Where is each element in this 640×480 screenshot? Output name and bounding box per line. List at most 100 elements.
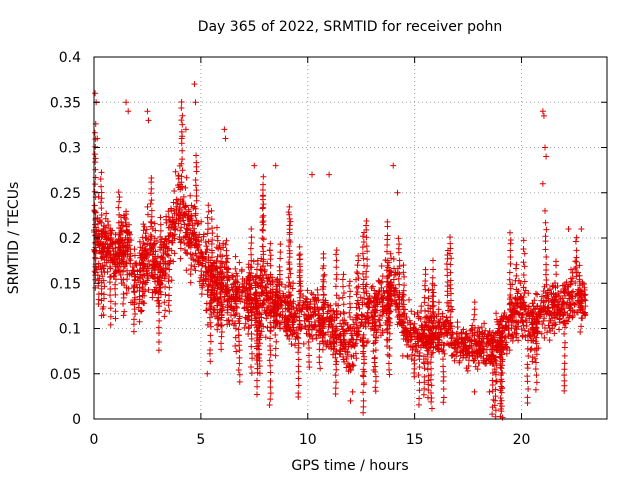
data-point [400, 301, 407, 308]
data-point [248, 335, 255, 342]
data-point [493, 310, 500, 317]
data-point [259, 279, 266, 286]
data-point [560, 288, 567, 295]
x-axis-label: GPS time / hours [291, 458, 408, 474]
data-point [524, 337, 531, 344]
data-point [94, 272, 101, 279]
data-point [166, 266, 173, 273]
data-point [363, 234, 370, 241]
data-point [207, 278, 214, 285]
data-point [277, 249, 284, 256]
data-point [371, 320, 378, 327]
data-point [489, 388, 496, 395]
data-point [199, 262, 206, 269]
data-point [155, 338, 162, 345]
data-point [296, 280, 303, 287]
data-point [394, 189, 401, 196]
data-point [390, 256, 397, 263]
data-point [118, 280, 125, 287]
data-point [192, 182, 199, 189]
data-point [371, 326, 378, 333]
data-point [464, 367, 471, 374]
data-point [424, 351, 431, 358]
data-point [507, 247, 514, 254]
data-point [186, 240, 193, 247]
data-point [285, 274, 292, 281]
data-point [150, 274, 157, 281]
data-point [360, 360, 367, 367]
data-point [541, 334, 548, 341]
data-point [156, 317, 163, 324]
data-point [207, 358, 214, 365]
data-point [304, 287, 311, 294]
data-point [532, 366, 539, 373]
data-point [448, 303, 455, 310]
data-point [391, 292, 398, 299]
data-point [272, 305, 279, 312]
data-point [438, 330, 445, 337]
data-point [236, 347, 243, 354]
data-point [425, 295, 432, 302]
data-point [253, 272, 260, 279]
data-point [262, 292, 269, 299]
data-point [187, 271, 194, 278]
data-point [385, 264, 392, 271]
data-point [314, 304, 321, 311]
data-point [222, 135, 229, 142]
data-point [354, 262, 361, 269]
data-point [471, 311, 478, 318]
data-point [447, 340, 454, 347]
data-point [256, 363, 263, 370]
data-point [451, 339, 458, 346]
data-point [205, 259, 212, 266]
data-point [145, 258, 152, 265]
data-point [112, 315, 119, 322]
data-point [441, 325, 448, 332]
data-point [267, 271, 274, 278]
data-point [245, 316, 252, 323]
data-point [321, 299, 328, 306]
data-point [576, 292, 583, 299]
data-point [481, 320, 488, 327]
data-point [199, 255, 206, 262]
data-point [340, 289, 347, 296]
data-point [361, 380, 368, 387]
data-point [332, 372, 339, 379]
data-point [232, 297, 239, 304]
data-point [207, 332, 214, 339]
data-point [217, 289, 224, 296]
data-point [326, 171, 333, 178]
data-point [305, 338, 312, 345]
data-point [361, 295, 368, 302]
data-point [404, 328, 411, 335]
data-point [476, 360, 483, 367]
data-point [214, 269, 221, 276]
data-point [267, 288, 274, 294]
data-point [507, 260, 514, 267]
data-point [567, 281, 574, 288]
data-point [386, 336, 393, 343]
data-point [421, 294, 428, 301]
data-point [236, 320, 243, 327]
data-point [261, 268, 268, 275]
data-point [260, 218, 267, 225]
data-point [249, 355, 256, 362]
data-point [115, 235, 122, 242]
data-point [499, 351, 506, 358]
data-point [556, 326, 563, 333]
data-point [339, 276, 346, 283]
data-point [267, 390, 274, 397]
data-point [221, 126, 228, 133]
data-point [580, 280, 587, 287]
data-point [151, 261, 158, 268]
data-point [282, 312, 289, 319]
data-point [360, 255, 367, 262]
data-point [163, 219, 170, 226]
data-point [440, 368, 447, 375]
data-point [140, 251, 147, 258]
data-point [306, 326, 313, 333]
data-point [123, 208, 130, 215]
data-point [131, 271, 138, 278]
data-point [101, 283, 108, 290]
data-point [421, 373, 428, 380]
